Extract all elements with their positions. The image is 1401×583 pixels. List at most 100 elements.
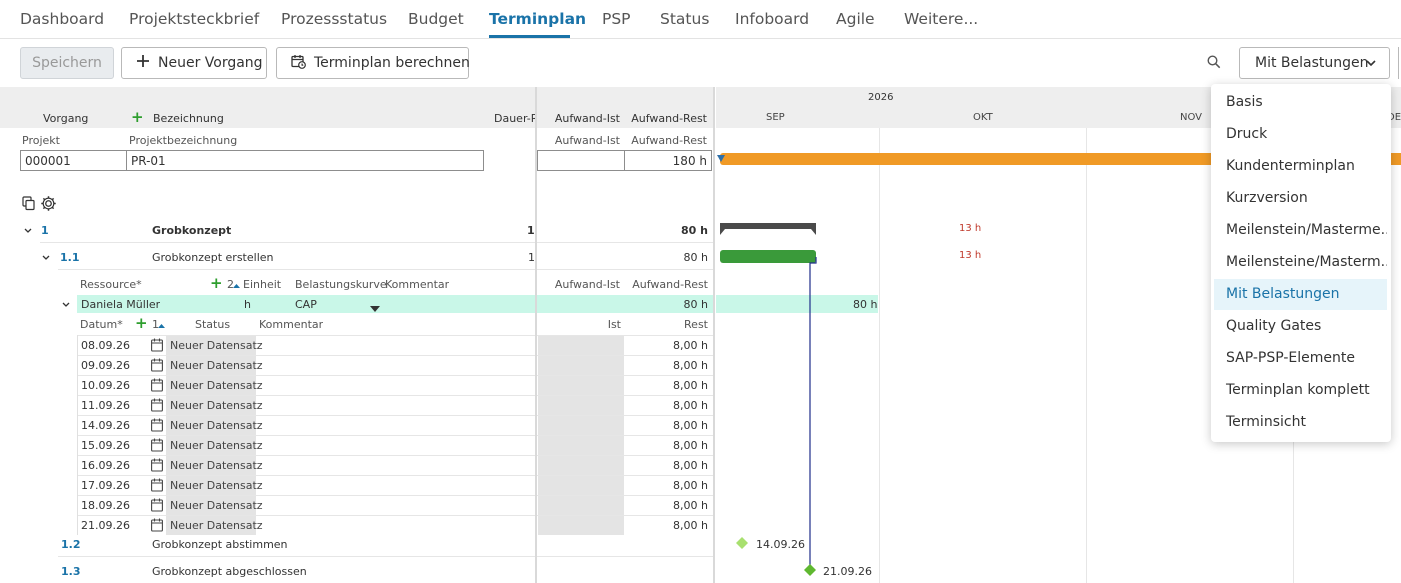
projekt-nr-field[interactable]: 000001 [20,150,128,171]
search-icon[interactable] [1207,55,1223,71]
gear-icon[interactable] [40,195,57,215]
tab-weitere[interactable]: Weitere... [904,10,979,28]
status-cell[interactable]: Neuer Datensatz [170,399,263,412]
tab-psp[interactable]: PSP [602,10,631,28]
status-cell[interactable]: Neuer Datensatz [170,419,263,432]
collapse-icon[interactable] [61,300,71,310]
copy-icon[interactable] [22,196,36,214]
col-status[interactable]: Status [195,318,231,331]
tab-prozessstatus[interactable]: Prozessstatus [281,10,388,28]
view-select[interactable]: Mit Belastungen [1239,47,1390,79]
menu-item-kundenterminplan[interactable]: Kundenterminplan [1226,158,1355,174]
menu-item-quality-gates[interactable]: Quality Gates [1226,318,1322,334]
status-cell[interactable]: Neuer Datensatz [170,359,263,372]
col-belastungskurve[interactable]: Belastungskurve [295,278,387,291]
rest-cell[interactable]: 8,00 h [673,339,708,352]
milestone-1-3[interactable] [803,563,818,578]
rest-cell[interactable]: 8,00 h [673,439,708,452]
status-cell[interactable]: Neuer Datensatz [170,379,263,392]
ist-cell[interactable] [538,436,624,455]
calendar-icon[interactable] [151,478,163,492]
tab-status[interactable]: Status [660,10,710,28]
tab-budget[interactable]: Budget [408,10,464,28]
calendar-icon[interactable] [151,518,163,532]
menu-item-terminplan-komplett[interactable]: Terminplan komplett [1226,382,1370,398]
save-button[interactable]: Speichern [20,47,114,79]
col-kommentar[interactable]: Kommentar [385,278,450,291]
ist-cell[interactable] [538,456,624,475]
col-bezeichnung[interactable]: Bezeichnung [153,112,224,125]
status-cell[interactable]: Neuer Datensatz [170,499,263,512]
date-col-rest[interactable]: Rest [684,318,708,331]
col-date-kommentar[interactable]: Kommentar [259,318,324,331]
resource-col-ist[interactable]: Aufwand-Ist [554,278,620,291]
date-cell[interactable]: 18.09.26 [81,499,130,512]
status-cell[interactable]: Neuer Datensatz [170,519,263,532]
add-resource-icon[interactable]: + [210,274,223,292]
menu-item-mit-belastungen[interactable]: Mit Belastungen [1214,279,1387,310]
tab-agile[interactable]: Agile [836,10,875,28]
menu-item-sap-psp[interactable]: SAP-PSP-Elemente [1226,350,1356,366]
date-cell[interactable]: 14.09.26 [81,419,130,432]
rest-cell[interactable]: 8,00 h [673,379,708,392]
collapse-icon[interactable] [41,253,51,263]
status-cell[interactable]: Neuer Datensatz [170,479,263,492]
resource-row[interactable] [77,295,535,313]
rest-cell[interactable]: 8,00 h [673,359,708,372]
ist-cell[interactable] [538,496,624,515]
calendar-icon[interactable] [151,458,163,472]
date-cell[interactable]: 09.09.26 [81,359,130,372]
col-dauer[interactable]: Dauer-R [494,112,539,125]
menu-item-kurzversion[interactable]: Kurzversion [1226,190,1308,206]
summary-bar[interactable] [720,223,817,237]
col-einheit[interactable]: Einheit [243,278,282,291]
tab-infoboard[interactable]: Infoboard [735,10,810,28]
ist-cell[interactable] [538,476,624,495]
tab-dashboard[interactable]: Dashboard [20,10,105,28]
calendar-icon[interactable] [151,378,163,392]
menu-item-basis[interactable]: Basis [1226,94,1263,110]
calendar-icon[interactable] [151,498,163,512]
status-cell[interactable]: Neuer Datensatz [170,339,263,352]
new-task-button[interactable]: Neuer Vorgang [121,47,267,79]
rest-cell[interactable]: 8,00 h [673,459,708,472]
date-cell[interactable]: 21.09.26 [81,519,130,532]
tab-terminplan[interactable]: Terminplan [489,10,587,28]
resource-name[interactable]: Daniela Müller [81,298,161,311]
calculate-schedule-button[interactable]: Terminplan berechnen [276,47,470,79]
date-cell[interactable]: 17.09.26 [81,479,130,492]
col-ressource[interactable]: Ressource* [80,278,142,291]
splitter-left[interactable] [535,87,537,583]
menu-item-druck[interactable]: Druck [1226,126,1268,142]
date-cell[interactable]: 16.09.26 [81,459,130,472]
col-aufwand-rest[interactable]: Aufwand-Rest [631,112,707,125]
rest-cell[interactable]: 8,00 h [673,419,708,432]
date-cell[interactable]: 10.09.26 [81,379,130,392]
projekt-ist-field[interactable] [537,150,626,171]
status-cell[interactable]: Neuer Datensatz [170,459,263,472]
date-cell[interactable]: 08.09.26 [81,339,130,352]
resource-col-rest[interactable]: Aufwand-Rest [632,278,708,291]
milestone-1-2[interactable] [735,536,750,551]
add-row-icon[interactable]: + [131,108,144,126]
col-datum[interactable]: Datum* [80,318,123,331]
date-cell[interactable]: 11.09.26 [81,399,130,412]
resource-kurve[interactable]: CAP [295,298,317,311]
rest-cell[interactable]: 8,00 h [673,499,708,512]
rest-cell[interactable]: 8,00 h [673,479,708,492]
row-1-2-name[interactable]: Grobkonzept abstimmen [152,538,288,551]
rest-cell[interactable]: 8,00 h [673,519,708,532]
projekt-bezeichnung-field[interactable]: PR-01 [126,150,484,171]
status-cell[interactable]: Neuer Datensatz [170,439,263,452]
calendar-icon[interactable] [151,418,163,432]
rest-cell[interactable]: 8,00 h [673,399,708,412]
col-vorgang[interactable]: Vorgang [43,112,89,125]
date-col-ist[interactable]: Ist [607,318,621,331]
calendar-icon[interactable] [151,338,163,352]
row-1-1-name[interactable]: Grobkonzept erstellen [152,251,274,264]
resource-einheit[interactable]: h [244,298,251,311]
ist-cell[interactable] [538,376,624,395]
add-date-icon[interactable]: + [135,314,148,332]
tab-projektsteckbrief[interactable]: Projektsteckbrief [129,10,260,28]
menu-item-meilenstein-master[interactable]: Meilenstein/Masterme... [1226,222,1387,238]
